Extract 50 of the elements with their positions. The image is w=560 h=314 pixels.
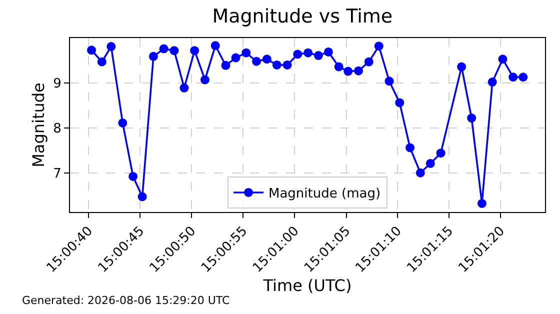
- point: [467, 114, 476, 123]
- point: [384, 76, 394, 86]
- point: [180, 83, 189, 92]
- y-tick-label: 7: [53, 166, 62, 182]
- point: [170, 46, 179, 56]
- point: [324, 47, 333, 56]
- point: [477, 198, 486, 208]
- point: [221, 60, 230, 70]
- point: [200, 75, 210, 84]
- point: [508, 72, 518, 82]
- point: [252, 56, 262, 66]
- point: [210, 41, 220, 50]
- point: [190, 46, 200, 56]
- point: [262, 54, 272, 64]
- point: [498, 54, 508, 64]
- point: [118, 118, 128, 128]
- point: [87, 46, 96, 55]
- point: [518, 72, 528, 82]
- point: [374, 42, 384, 51]
- point: [106, 42, 116, 52]
- point: [436, 148, 446, 158]
- y-axis-title: Magnitude: [29, 82, 48, 168]
- point: [395, 98, 404, 108]
- x-axis-title: Time (UTC): [262, 276, 352, 295]
- point: [282, 60, 292, 70]
- text: Generated: 2026-08-06 15:29:20 UTC: [22, 294, 230, 307]
- point: [488, 78, 497, 87]
- point: [416, 168, 425, 178]
- point: [406, 143, 415, 152]
- point: [272, 60, 282, 70]
- point: [148, 52, 158, 61]
- point: [304, 48, 313, 58]
- point: [457, 62, 466, 72]
- point: [344, 66, 353, 76]
- y-tick-label: 8: [53, 121, 62, 136]
- point: [231, 53, 240, 62]
- point: [138, 192, 147, 202]
- point: [242, 48, 251, 58]
- chart-title: Magnitude vs Time: [212, 6, 393, 28]
- point: [334, 62, 344, 72]
- point: [128, 172, 138, 181]
- point: [159, 44, 168, 54]
- legend-label: Magnitude (mag): [268, 186, 381, 202]
- y-tick-label: 9: [53, 76, 62, 92]
- point: [293, 50, 302, 59]
- point: [97, 57, 106, 66]
- point: [426, 158, 435, 168]
- point: [314, 51, 323, 60]
- point: [364, 57, 374, 66]
- point: [354, 66, 363, 76]
